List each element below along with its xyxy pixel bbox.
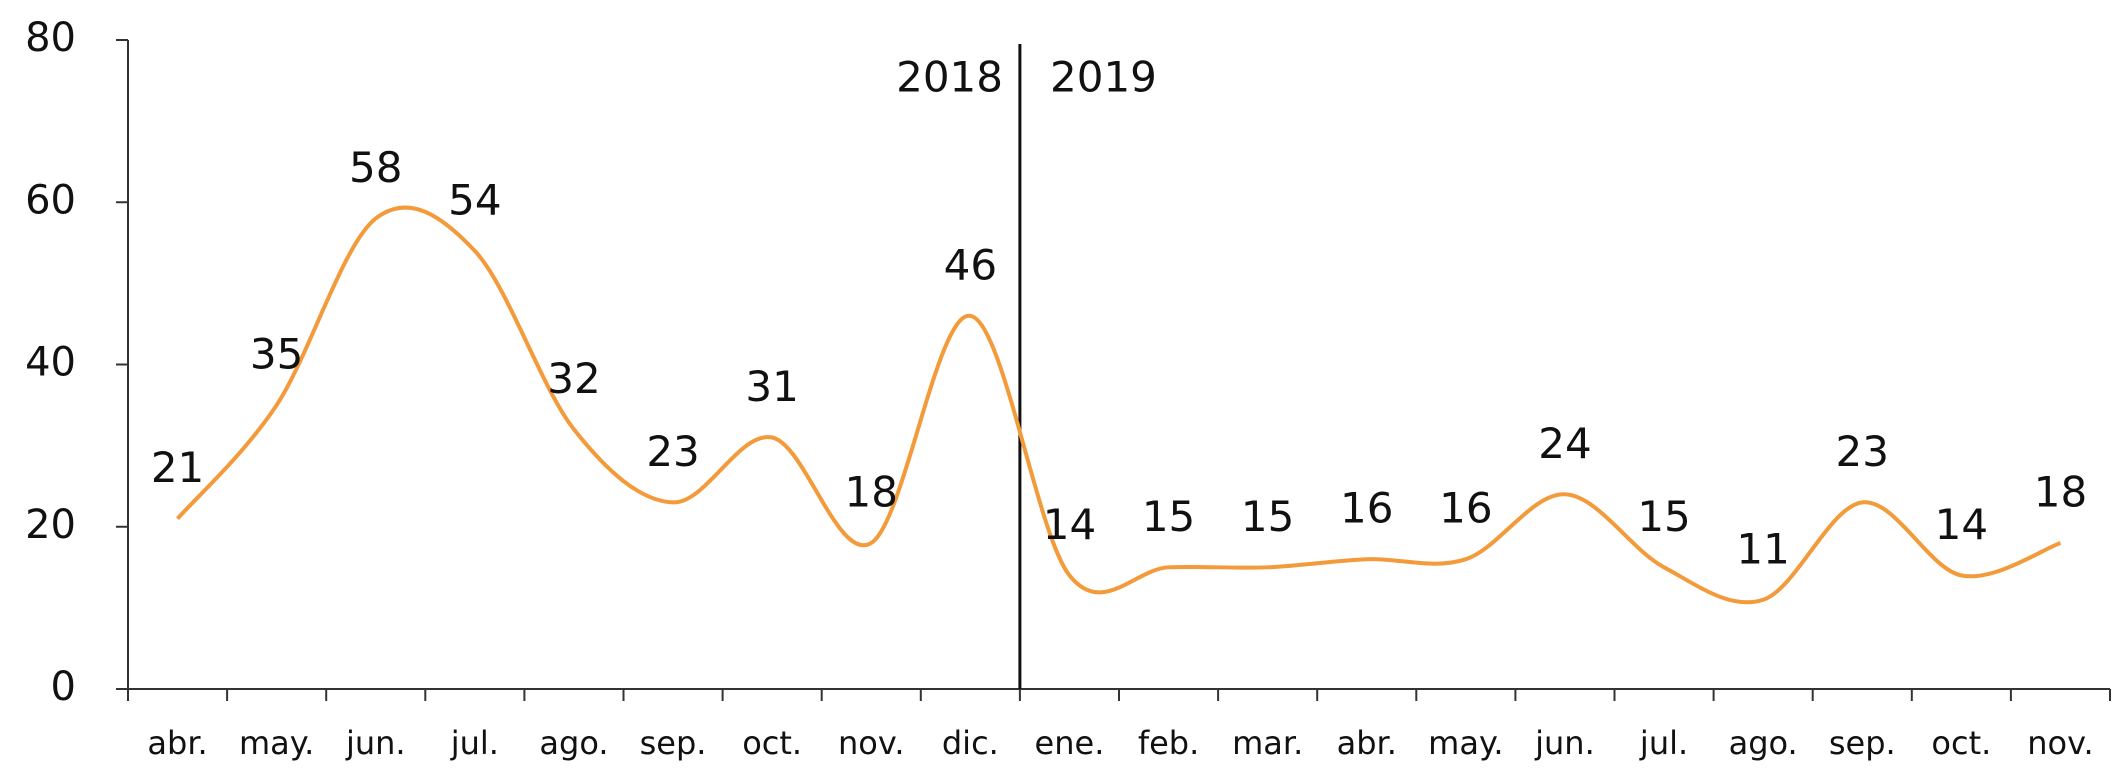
data-label: 46	[944, 240, 997, 289]
data-label: 18	[2034, 467, 2087, 516]
data-label: 21	[151, 443, 204, 492]
data-label: 16	[1439, 484, 1492, 533]
y-tick-label: 0	[51, 664, 76, 710]
x-tick-label: oct.	[1931, 724, 1991, 762]
data-label: 14	[1043, 500, 1096, 549]
x-tick-label: jun.	[1534, 724, 1595, 762]
data-label: 15	[1241, 492, 1294, 541]
x-tick-label: may.	[1428, 724, 1503, 762]
x-tick-label: sep.	[1829, 724, 1896, 762]
x-tick-label: abr.	[1337, 724, 1397, 762]
x-tick-label: ago.	[539, 724, 608, 762]
x-tick-label: may.	[239, 724, 314, 762]
data-line	[176, 205, 2062, 605]
x-tick-label: nov.	[838, 724, 904, 762]
data-label: 35	[250, 330, 303, 379]
data-label: 14	[1935, 500, 1988, 549]
data-label: 18	[845, 467, 898, 516]
x-tick-label: dic.	[942, 724, 999, 762]
x-tick-label: oct.	[742, 724, 802, 762]
x-tick-label: ene.	[1035, 724, 1105, 762]
year-annotation: 2019	[1050, 53, 1157, 102]
data-label: 11	[1736, 524, 1789, 573]
year-annotation: 2018	[896, 53, 1003, 102]
x-tick-label: mar.	[1232, 724, 1303, 762]
y-tick-label: 20	[25, 502, 76, 548]
y-tick-label: 80	[25, 15, 76, 61]
x-tick-label: jul.	[450, 724, 499, 762]
y-tick-label: 40	[25, 340, 76, 386]
x-tick-label: nov.	[2027, 724, 2093, 762]
data-label: 54	[448, 175, 501, 224]
x-tick-label: feb.	[1138, 724, 1199, 762]
x-tick-label: jul.	[1639, 724, 1688, 762]
x-tick-label: sep.	[640, 724, 707, 762]
data-label: 15	[1142, 492, 1195, 541]
data-label: 16	[1340, 484, 1393, 533]
y-tick-label: 60	[25, 177, 76, 223]
data-label: 23	[1836, 427, 1889, 476]
data-label: 31	[745, 362, 798, 411]
x-tick-label: jun.	[345, 724, 406, 762]
data-label: 23	[646, 427, 699, 476]
data-label: 24	[1538, 419, 1591, 468]
data-label: 58	[349, 143, 402, 192]
data-label: 32	[547, 354, 600, 403]
x-tick-label: ago.	[1729, 724, 1798, 762]
data-label: 15	[1637, 492, 1690, 541]
x-tick-label: abr.	[147, 724, 207, 762]
